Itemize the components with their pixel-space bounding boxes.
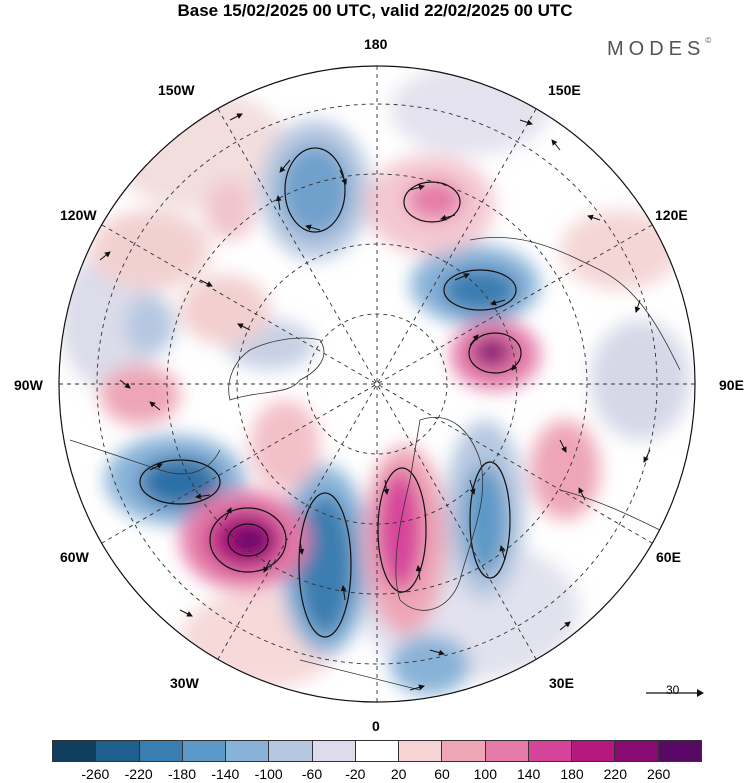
colorbar-cell — [615, 741, 659, 761]
label-120e: 120E — [655, 207, 688, 223]
contours — [139, 147, 522, 638]
label-90e: 90E — [719, 377, 744, 393]
colorbar-tick-label: 140 — [516, 766, 541, 782]
colorbar-cell — [312, 741, 356, 761]
label-120w: 120W — [60, 207, 97, 223]
colorbar-tick-label: -20 — [345, 766, 366, 782]
modes-logo: MODES© — [607, 36, 712, 60]
colorbar-cell — [528, 741, 573, 761]
label-30e: 30E — [549, 675, 574, 691]
colorbar-cell — [572, 741, 616, 761]
colorbar-tick-label: -60 — [301, 766, 323, 782]
colorbar-cell — [53, 741, 97, 761]
label-60w: 60W — [60, 549, 89, 565]
colorbar-tick-label: -220 — [124, 766, 153, 782]
colorbar-cell — [442, 741, 486, 761]
label-180: 180 — [364, 36, 388, 52]
label-150w: 150W — [158, 82, 195, 98]
colorbar-tick-label: 100 — [473, 766, 498, 782]
colorbar-tick-label: -260 — [81, 766, 110, 782]
colorbar-cell — [485, 741, 529, 761]
colorbar-cell — [399, 741, 443, 761]
chart-title: Base 15/02/2025 00 UTC, valid 22/02/2025… — [177, 1, 573, 20]
colorbar-cell — [182, 741, 227, 761]
label-90w: 90W — [14, 377, 43, 393]
colorbar-tick-label: 20 — [390, 766, 407, 782]
colorbar-tick-label: 260 — [646, 766, 671, 782]
colorbar-cell — [355, 741, 400, 761]
anomaly-field — [59, 66, 695, 702]
colorbar — [52, 740, 702, 762]
reference-vector-arrow — [646, 689, 704, 697]
label-30w: 30W — [170, 675, 199, 691]
colorbar-cell — [139, 741, 183, 761]
colorbar-tick-label: 220 — [603, 766, 628, 782]
map-border — [58, 65, 696, 703]
label-150e: 150E — [548, 82, 581, 98]
colorbar-tick-label: 180 — [560, 766, 584, 782]
colorbar-cell — [269, 741, 313, 761]
colorbar-cell — [658, 741, 701, 761]
label-60e: 60E — [656, 549, 681, 565]
colorbar-cell — [226, 741, 270, 761]
colorbar-tick-label: -140 — [211, 766, 240, 782]
colorbar-tick-label: 60 — [434, 766, 450, 782]
colorbar-tick-label: -100 — [254, 766, 283, 782]
graticule — [59, 66, 695, 702]
label-0: 0 — [372, 718, 380, 734]
colorbar-cell — [96, 741, 140, 761]
colorbar-tick-label: -180 — [167, 766, 197, 782]
